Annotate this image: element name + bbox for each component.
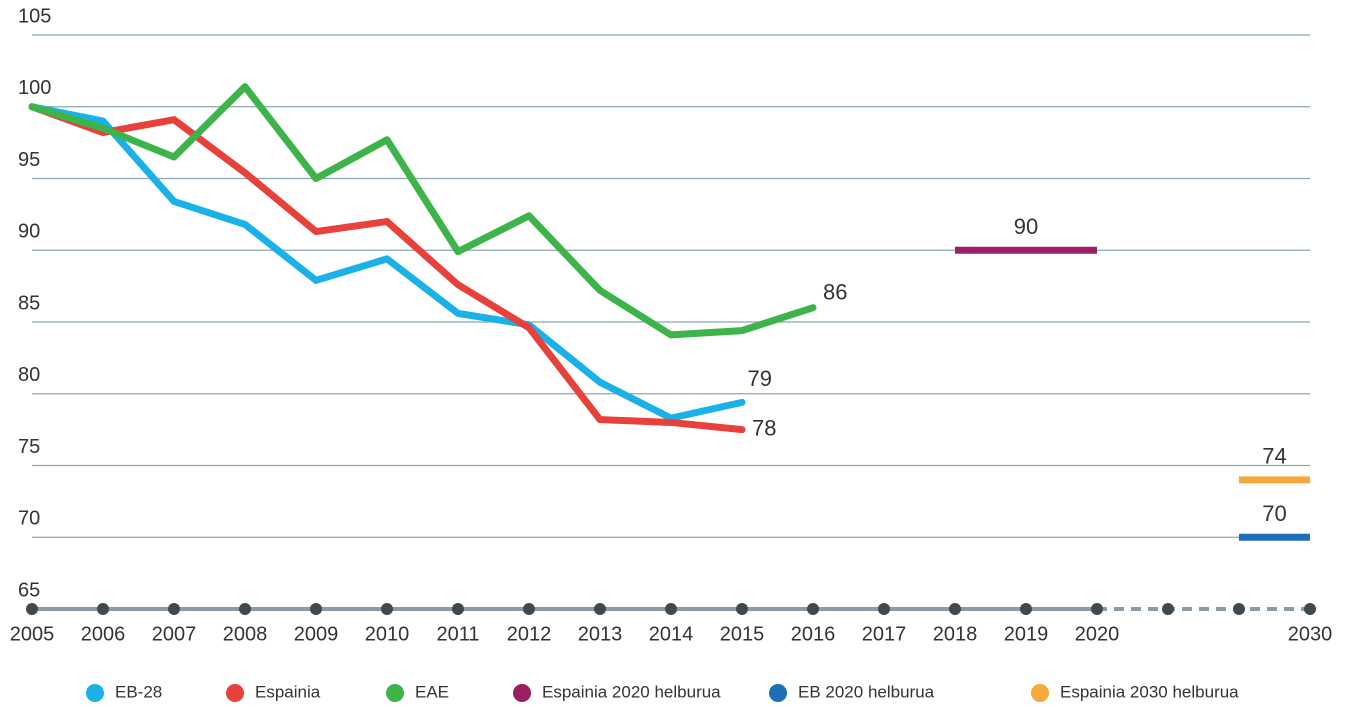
y-tick-label: 65 bbox=[18, 579, 40, 601]
x-tick-label: 2017 bbox=[862, 623, 907, 645]
x-tick-label: 2010 bbox=[365, 623, 410, 645]
x-tick-label: 2005 bbox=[10, 623, 55, 645]
legend-label: Espainia 2020 helburua bbox=[542, 682, 721, 701]
y-tick-label: 80 bbox=[18, 364, 40, 386]
legend-marker bbox=[226, 684, 244, 702]
x-tick-dot bbox=[310, 603, 322, 615]
legend-marker bbox=[386, 684, 404, 702]
x-tick-label: 2016 bbox=[791, 623, 836, 645]
x-tick-label: 2019 bbox=[1004, 623, 1049, 645]
value-label: 79 bbox=[748, 366, 772, 391]
x-tick-label: 2008 bbox=[223, 623, 268, 645]
x-tick-label: 2006 bbox=[81, 623, 126, 645]
x-tick-dot bbox=[1304, 603, 1316, 615]
x-tick-dot bbox=[1020, 603, 1032, 615]
legend-marker bbox=[1031, 684, 1049, 702]
x-tick-label: 2011 bbox=[436, 623, 479, 645]
value-label: 78 bbox=[752, 415, 776, 440]
x-tick-dot bbox=[1162, 603, 1174, 615]
x-tick-dot bbox=[26, 603, 38, 615]
y-tick-label: 100 bbox=[18, 77, 51, 99]
y-tick-label: 105 bbox=[18, 5, 51, 27]
x-tick-label: 2012 bbox=[507, 623, 552, 645]
legend-label: EB-28 bbox=[115, 682, 162, 701]
x-tick-dot bbox=[452, 603, 464, 615]
x-tick-label: 2030 bbox=[1288, 623, 1333, 645]
x-tick-label: 2009 bbox=[294, 623, 339, 645]
x-tick-label: 2015 bbox=[720, 623, 765, 645]
x-tick-dot bbox=[1233, 603, 1245, 615]
x-tick-dot bbox=[168, 603, 180, 615]
x-tick-label: 2014 bbox=[649, 623, 694, 645]
value-label: 70 bbox=[1262, 501, 1286, 526]
x-tick-label: 2013 bbox=[578, 623, 623, 645]
series-line bbox=[28, 103, 746, 422]
x-tick-dot bbox=[97, 603, 109, 615]
x-tick-dot bbox=[1091, 603, 1103, 615]
legend-marker bbox=[769, 684, 787, 702]
legend-marker bbox=[513, 684, 531, 702]
value-label: 90 bbox=[1014, 214, 1038, 239]
x-tick-label: 2007 bbox=[152, 623, 197, 645]
legend-label: Espainia 2030 helburua bbox=[1060, 682, 1239, 701]
y-tick-label: 90 bbox=[18, 221, 40, 243]
value-label: 86 bbox=[823, 279, 847, 304]
y-tick-label: 95 bbox=[18, 149, 40, 171]
x-tick-dot bbox=[523, 603, 535, 615]
series-line bbox=[28, 103, 746, 434]
legend-label: EAE bbox=[415, 682, 449, 701]
legend-label: Espainia bbox=[255, 682, 321, 701]
x-tick-dot bbox=[594, 603, 606, 615]
y-tick-label: 75 bbox=[18, 436, 40, 458]
x-tick-label: 2018 bbox=[933, 623, 978, 645]
y-tick-label: 70 bbox=[18, 508, 40, 530]
x-tick-dot bbox=[665, 603, 677, 615]
y-tick-label: 85 bbox=[18, 292, 40, 314]
legend-label: EB 2020 helburua bbox=[798, 682, 935, 701]
x-tick-dot bbox=[878, 603, 890, 615]
x-tick-label: 2020 bbox=[1075, 623, 1120, 645]
value-label: 74 bbox=[1262, 444, 1286, 469]
x-tick-dot bbox=[381, 603, 393, 615]
x-tick-dot bbox=[239, 603, 251, 615]
series-line bbox=[28, 83, 817, 339]
x-tick-dot bbox=[736, 603, 748, 615]
x-tick-dot bbox=[949, 603, 961, 615]
x-tick-dot bbox=[807, 603, 819, 615]
legend-marker bbox=[86, 684, 104, 702]
